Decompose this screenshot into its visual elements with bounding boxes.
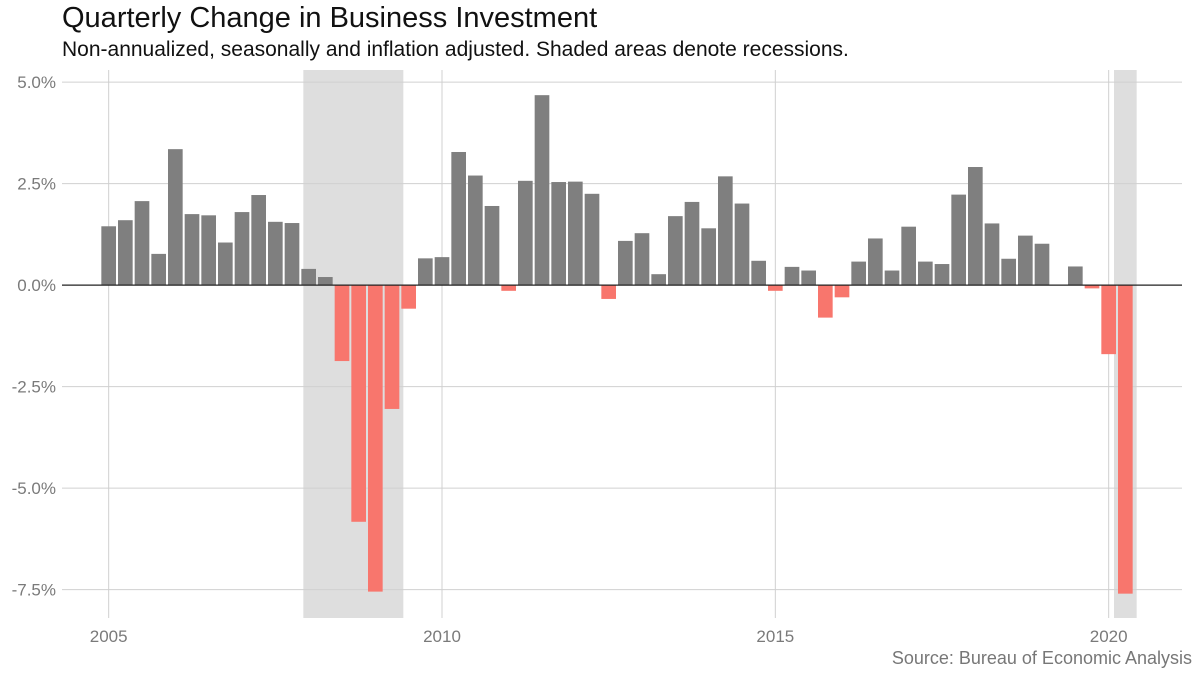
bar [901, 226, 916, 286]
bar [201, 215, 216, 286]
bar [918, 261, 933, 286]
y-tick-label: 0.0% [17, 276, 56, 295]
bar [101, 226, 116, 286]
bar [1018, 235, 1033, 286]
bar [751, 260, 766, 286]
bar [884, 270, 900, 286]
x-tick-label: 2020 [1090, 627, 1128, 646]
y-tick-label: 5.0% [17, 73, 56, 92]
bar [551, 182, 566, 286]
bar [1118, 285, 1133, 594]
bar [718, 176, 733, 286]
bar [318, 277, 333, 286]
y-tick-label: 2.5% [17, 175, 56, 194]
bar [168, 149, 183, 286]
y-tick-label: -2.5% [12, 378, 56, 397]
bar [384, 285, 400, 409]
bar [518, 180, 533, 286]
bar [1068, 266, 1083, 286]
bar [568, 181, 583, 286]
bar [418, 258, 433, 286]
chart-subtitle: Non-annualized, seasonally and inflation… [62, 38, 849, 61]
bar [584, 193, 600, 286]
bar [768, 285, 783, 291]
bar [701, 228, 716, 286]
bar [218, 242, 233, 286]
bar [1101, 285, 1116, 355]
bar [868, 238, 883, 286]
bar [1034, 243, 1050, 286]
bar [818, 285, 833, 318]
bar [268, 221, 283, 286]
bar [1084, 285, 1100, 289]
bar [984, 223, 1000, 286]
bar [401, 285, 416, 309]
bar [434, 257, 450, 286]
chart-title: Quarterly Change in Business Investment [62, 2, 598, 34]
bar [134, 201, 150, 286]
bar [484, 205, 500, 286]
x-tick-label: 2015 [756, 627, 794, 646]
bar [634, 233, 650, 286]
y-tick-label: -5.0% [12, 479, 56, 498]
bar [118, 220, 133, 286]
bar [951, 194, 966, 286]
x-tick-label: 2010 [423, 627, 461, 646]
bar [301, 268, 316, 286]
x-tick-label: 2005 [90, 627, 128, 646]
bar [734, 203, 750, 286]
bar [784, 266, 800, 286]
bar [251, 195, 266, 286]
bar [684, 201, 700, 286]
bar [284, 223, 300, 286]
bar [151, 253, 166, 286]
bar [234, 212, 250, 286]
bar [334, 285, 350, 362]
bar [668, 216, 683, 286]
bar [618, 240, 633, 286]
bar [1001, 258, 1016, 286]
bar [368, 285, 383, 592]
bar [834, 285, 850, 298]
bar [451, 151, 466, 286]
bar [351, 285, 366, 522]
chart-caption: Source: Bureau of Economic Analysis [891, 648, 1192, 668]
bar [651, 274, 666, 286]
bar [184, 214, 200, 286]
y-tick-label: -7.5% [12, 581, 56, 600]
bar [851, 261, 866, 286]
bar [934, 264, 950, 286]
bar [534, 95, 550, 286]
bar [468, 175, 483, 286]
bar [968, 167, 983, 286]
bar [601, 285, 616, 299]
bar [801, 270, 816, 286]
bar [501, 285, 516, 291]
